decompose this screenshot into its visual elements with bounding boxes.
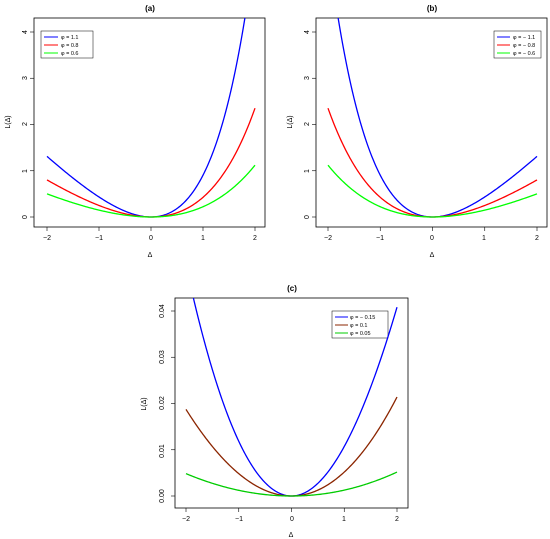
y-axis-label: L(Δ) [5,115,12,128]
plot-frame [315,17,548,228]
x-ticks: −2 −1 0 1 2 [182,516,399,523]
y-tick-label: 0.01 [159,444,166,458]
legend-entry: φ = 0.05 [350,331,371,337]
x-tick-label: 2 [395,516,399,523]
legend-entry: φ = − 0.6 [513,51,535,57]
x-tick-label: −2 [324,235,332,242]
panel-c: (c) Δ L(Δ) −2 −1 0 1 2 0.00 0.01 0.02 0.… [141,284,409,539]
x-tick-label: 2 [253,235,257,242]
legend-entry: φ = 0.1 [350,323,367,329]
panel-b: (b) Δ L(Δ) −2 −1 0 1 2 0 1 2 3 4 φ = − 1… [287,4,548,259]
x-axis-label: Δ [148,252,153,259]
series-line [185,396,398,497]
panel-title: (c) [287,284,297,293]
series-line [192,298,398,497]
x-axis-label: Δ [289,532,294,539]
x-axis-label: Δ [430,252,435,259]
x-tick-label: −1 [95,235,103,242]
series-line [185,471,398,497]
series-line [46,164,256,218]
x-tick-label: −1 [376,235,384,242]
y-tick-label: 4 [22,30,29,34]
y-tick-label: 0.02 [159,396,166,410]
y-tick-label: 0.03 [159,350,166,364]
panel-a: (a) Δ L(Δ) −2 −1 0 1 2 0 1 2 3 4 φ = 1.1… [5,4,266,259]
x-tick-label: 0 [290,516,294,523]
legend-entry: φ = 0.8 [61,43,78,49]
x-ticks: −2 −1 0 1 2 [324,235,539,242]
legend-entry: φ = 0.6 [61,51,78,57]
x-ticks: −2 −1 0 1 2 [43,235,257,242]
legend-entry: φ = − 0.15 [350,315,375,321]
x-tick-label: −2 [43,235,51,242]
x-tick-label: −2 [182,516,190,523]
y-ticks: 0 1 2 3 4 [304,30,311,219]
legend-entry: φ = − 1.1 [513,35,535,41]
y-tick-label: 0 [304,215,311,219]
legend-entry: φ = − 0.8 [513,43,535,49]
y-axis-label: L(Δ) [141,397,148,410]
y-axis-label: L(Δ) [287,115,294,128]
series-line [327,107,538,218]
y-tick-label: 3 [304,76,311,80]
y-tick-label: 0 [22,215,29,219]
x-tick-label: 1 [342,516,346,523]
legend-entry: φ = 1.1 [61,35,78,41]
x-tick-label: 1 [201,235,205,242]
y-tick-label: 2 [304,122,311,126]
series-line [46,107,256,218]
x-tick-label: 1 [482,235,486,242]
plot-frame [33,17,266,228]
y-tick-label: 3 [22,76,29,80]
y-ticks: 0 1 2 3 4 [22,30,29,219]
y-tick-label: 0.04 [159,304,166,318]
y-ticks: 0.00 0.01 0.02 0.03 0.04 [159,304,166,503]
x-tick-label: −1 [235,516,243,523]
y-tick-label: 1 [22,169,29,173]
x-tick-label: 2 [535,235,539,242]
x-tick-label: 0 [149,235,153,242]
y-tick-label: 2 [22,122,29,126]
y-tick-label: 1 [304,169,311,173]
y-tick-label: 4 [304,30,311,34]
panel-title: (b) [427,4,438,13]
x-tick-label: 0 [430,235,434,242]
series-line [327,164,538,218]
panel-title: (a) [145,4,155,13]
y-tick-label: 0.00 [159,489,166,503]
